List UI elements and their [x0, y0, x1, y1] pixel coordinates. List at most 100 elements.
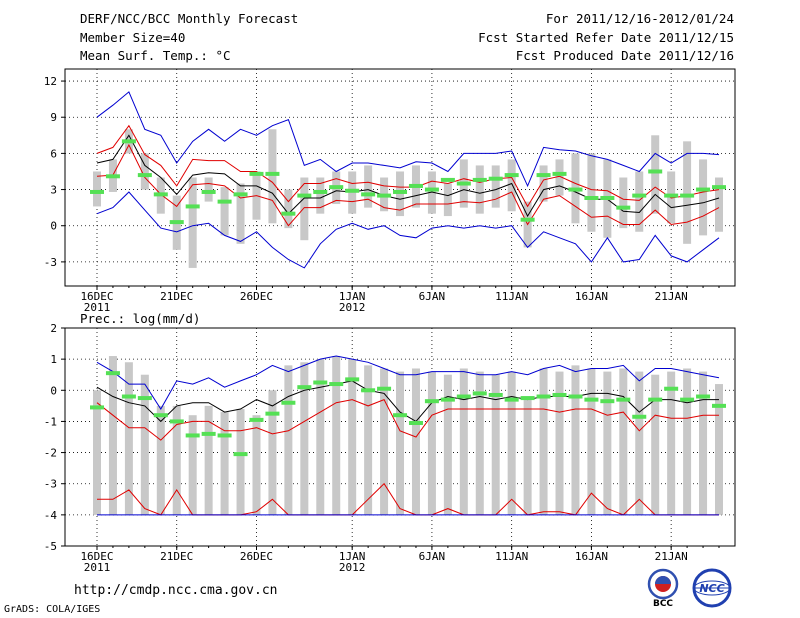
median-marker — [297, 193, 312, 198]
median-marker — [664, 193, 679, 198]
box-bar — [603, 371, 612, 515]
box-bar — [140, 374, 149, 515]
median-marker — [616, 205, 631, 210]
ncc-logo: NCC — [692, 568, 732, 608]
box-bar — [364, 365, 373, 515]
x-year-label: 2011 — [84, 561, 111, 574]
box-bar — [284, 189, 293, 229]
median-marker — [393, 413, 408, 418]
median-marker — [680, 193, 695, 198]
median-marker — [90, 189, 104, 194]
x-tick-label: 16DEC — [80, 290, 113, 303]
median-marker — [552, 392, 567, 397]
chart-title: DERF/NCC/BCC Monthly Forecast — [80, 11, 299, 26]
median-marker — [329, 382, 344, 387]
box-bar — [300, 362, 309, 515]
box-bar — [140, 153, 149, 190]
median-marker — [712, 403, 726, 408]
median-marker — [536, 394, 551, 399]
median-marker — [424, 187, 439, 192]
box-bar — [619, 177, 628, 229]
median-marker — [345, 377, 360, 382]
box-bar — [715, 384, 723, 515]
box-bar — [651, 135, 660, 214]
box-bar — [204, 405, 213, 515]
median-marker — [648, 169, 663, 174]
series-line-lower-bound — [96, 143, 720, 227]
median-marker — [536, 173, 551, 178]
box-bar — [220, 412, 229, 515]
series-line-ensemble-mean — [96, 134, 720, 218]
median-marker — [472, 177, 487, 182]
median-marker — [265, 411, 280, 416]
median-marker — [664, 386, 679, 391]
x-tick-label: 16DEC — [80, 550, 113, 563]
box-bar — [683, 368, 692, 515]
median-marker — [616, 397, 631, 402]
median-marker — [424, 399, 439, 404]
box-bar — [204, 177, 213, 202]
median-marker — [632, 193, 647, 198]
median-marker — [696, 187, 711, 192]
series-line-upper-bound — [96, 124, 720, 208]
box-bar — [443, 374, 452, 515]
box-bar — [348, 359, 357, 515]
median-marker — [169, 419, 184, 424]
box-bar — [284, 365, 293, 515]
box-bar — [459, 368, 468, 515]
box-bar — [396, 371, 405, 515]
median-marker — [169, 220, 184, 225]
median-marker — [408, 420, 423, 425]
median-marker — [520, 217, 535, 222]
median-marker — [249, 171, 264, 176]
series-line-ensemble-mean-spread — [96, 398, 719, 441]
x-tick-label: 16JAN — [575, 550, 608, 563]
series-line-ensemble-max — [96, 91, 720, 188]
median-marker — [329, 185, 344, 190]
x-tick-label: 26DEC — [240, 550, 273, 563]
box-bar — [635, 371, 644, 515]
member-size: Member Size=40 — [80, 30, 186, 45]
box-bar — [300, 177, 309, 241]
y-tick-label: 0 — [50, 384, 57, 397]
median-marker — [472, 391, 487, 396]
box-bar — [236, 408, 245, 515]
y-tick-label: -5 — [44, 540, 57, 553]
box-bar — [188, 415, 197, 515]
grads-credit: GrADS: COLA/IGES — [4, 604, 101, 615]
variable-label: Mean Surf. Temp.: °C — [80, 48, 231, 63]
x-tick-label: 1JAN — [339, 290, 366, 303]
median-marker — [249, 417, 264, 422]
x-year-label: 2011 — [84, 301, 111, 314]
median-marker — [488, 176, 503, 181]
box-bar — [715, 177, 723, 232]
x-tick-label: 6JAN — [419, 550, 446, 563]
box-bar — [507, 159, 516, 212]
box-bar — [619, 368, 628, 515]
x-tick-label: 1JAN — [339, 550, 366, 563]
series-line-ensemble-mean — [96, 380, 719, 423]
x-tick-label: 11JAN — [495, 290, 528, 303]
median-marker — [281, 400, 296, 405]
box-bar — [108, 356, 117, 515]
y-tick-label: -1 — [44, 415, 57, 428]
median-marker — [90, 405, 104, 410]
box-bar — [539, 165, 548, 202]
median-marker — [393, 189, 408, 194]
box-bar — [555, 371, 564, 515]
median-marker — [361, 388, 376, 393]
median-marker — [584, 397, 599, 402]
footer-url[interactable]: http://cmdp.ncc.cma.gov.cn — [74, 583, 278, 598]
median-marker — [201, 189, 216, 194]
median-marker — [137, 396, 152, 401]
box-bar — [156, 405, 165, 515]
x-year-label: 2012 — [339, 561, 366, 574]
box-bar — [427, 371, 436, 515]
x-tick-label: 6JAN — [419, 290, 446, 303]
y-tick-label: 9 — [50, 111, 57, 124]
median-marker — [121, 394, 136, 399]
box-bar — [699, 371, 708, 515]
median-marker — [361, 192, 376, 197]
y-tick-label: 3 — [50, 184, 57, 197]
